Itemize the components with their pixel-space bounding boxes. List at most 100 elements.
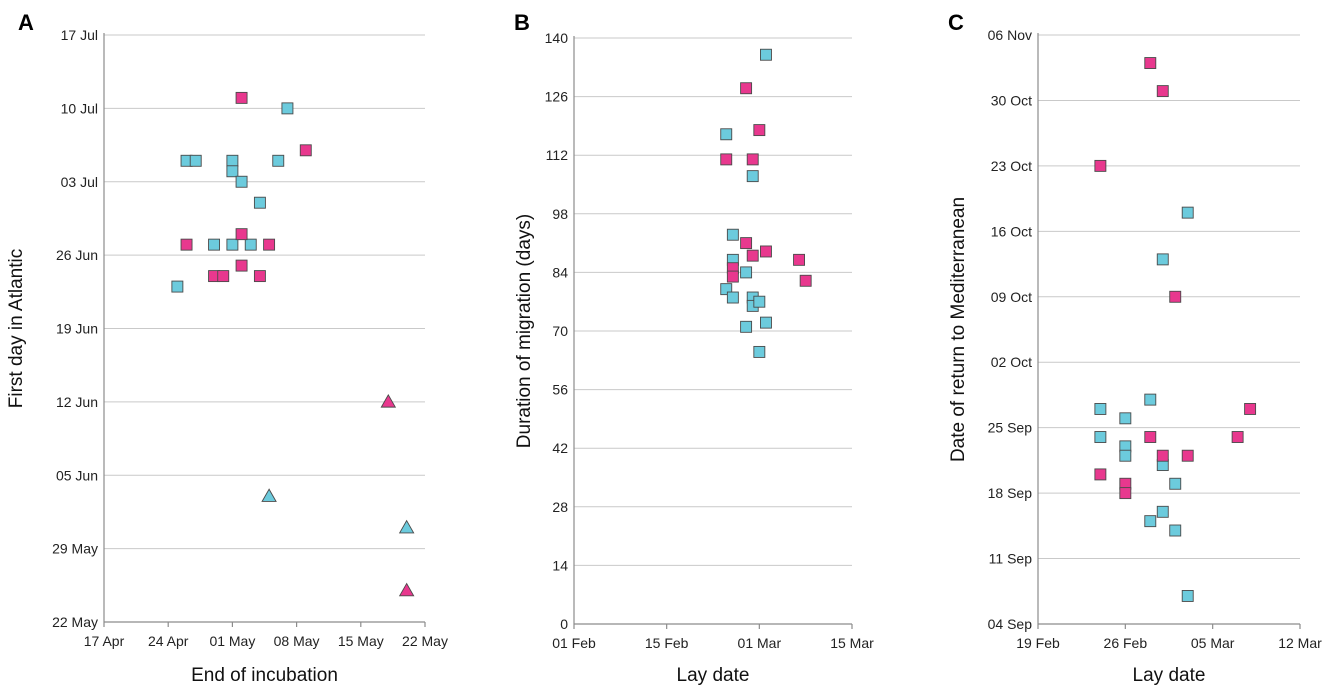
data-point-square-cyan [1156, 505, 1169, 518]
data-point-square-magenta [720, 153, 733, 166]
data-point-square-magenta [1144, 57, 1157, 69]
data-point-square-magenta [760, 245, 772, 258]
data-point-square-magenta [1094, 468, 1107, 481]
data-point-square-magenta [1181, 449, 1194, 462]
y-tick-label: 18 Sep [988, 485, 1033, 501]
y-tick-label: 28 [552, 499, 568, 515]
y-tick-label: 30 Oct [991, 92, 1032, 108]
x-tick-label: 15 Mar [830, 635, 874, 651]
y-tick-label: 05 Jun [56, 467, 98, 483]
panel-label: C [948, 10, 964, 35]
data-point-square-magenta [753, 124, 766, 137]
x-tick-label: 22 May [402, 633, 448, 649]
data-point-square-magenta [217, 270, 230, 283]
data-point-square-cyan [226, 165, 239, 178]
y-tick-label: 04 Sep [988, 616, 1033, 632]
x-tick-label: 15 May [338, 633, 384, 649]
data-point-square-magenta [746, 249, 759, 262]
panel-label: A [18, 10, 34, 35]
y-tick-label: 70 [552, 323, 568, 339]
data-point-square-cyan [1094, 403, 1107, 415]
x-axis-title: Lay date [1133, 665, 1206, 686]
y-tick-label: 29 May [52, 541, 98, 557]
x-tick-label: 01 May [209, 633, 255, 649]
data-point-square-magenta [263, 238, 276, 251]
y-tick-label: 23 Oct [991, 158, 1032, 174]
data-point-square-cyan [226, 238, 239, 251]
y-tick-label: 0 [560, 616, 568, 632]
x-axis-title: End of incubation [191, 665, 338, 686]
data-point-square-cyan [244, 238, 257, 251]
y-tick-label: 17 Jul [61, 27, 98, 43]
data-point-square-magenta [1244, 403, 1257, 415]
y-axis-title: First day in Atlantic [6, 249, 27, 408]
data-point-square-magenta [235, 228, 248, 241]
data-point-square-magenta [746, 153, 759, 166]
data-point-square-cyan [753, 345, 766, 358]
data-point-square-cyan [272, 154, 285, 167]
data-point-square-cyan [208, 238, 221, 251]
x-tick-label: 19 Feb [1016, 635, 1060, 651]
data-point-square-cyan [1144, 515, 1157, 528]
y-tick-label: 42 [552, 440, 568, 456]
x-tick-label: 24 Apr [148, 633, 189, 649]
data-point-square-cyan [720, 283, 733, 296]
data-point-square-cyan [1156, 253, 1169, 266]
data-point-triangle-cyan [261, 488, 277, 502]
y-tick-label: 09 Oct [991, 289, 1032, 305]
data-point-square-cyan [171, 280, 184, 293]
data-point-square-cyan [726, 228, 739, 241]
y-tick-label: 06 Nov [988, 27, 1032, 43]
y-tick-label: 22 May [52, 614, 98, 630]
data-point-square-magenta [793, 253, 805, 266]
data-point-square-cyan [1119, 449, 1132, 462]
data-point-square-cyan [253, 196, 266, 209]
y-tick-label: 14 [552, 557, 568, 573]
data-point-square-magenta [1231, 431, 1244, 443]
x-tick-label: 08 May [274, 633, 320, 649]
data-point-square-cyan [1181, 590, 1194, 602]
y-tick-label: 126 [545, 89, 569, 105]
data-point-square-cyan [760, 316, 772, 329]
data-point-square-magenta [253, 270, 266, 283]
data-point-square-magenta [235, 91, 248, 104]
x-tick-label: 15 Feb [645, 635, 689, 651]
data-point-square-magenta [180, 238, 193, 251]
data-point-square-magenta [1169, 290, 1182, 303]
x-tick-label: 26 Feb [1104, 635, 1148, 651]
data-point-square-cyan [1094, 431, 1107, 443]
data-point-triangle-cyan [398, 519, 415, 534]
data-point-square-magenta [799, 274, 812, 287]
data-point-square-cyan [1169, 477, 1182, 490]
data-point-square-cyan [1169, 524, 1182, 537]
data-point-square-magenta [1119, 487, 1132, 500]
y-tick-label: 02 Oct [991, 354, 1032, 370]
y-tick-label: 112 [546, 147, 569, 163]
data-point-square-cyan [1119, 412, 1132, 425]
data-point-square-cyan [1181, 206, 1194, 219]
data-point-square-cyan [281, 102, 294, 115]
data-point-triangle-magenta [398, 582, 415, 597]
data-point-square-cyan [740, 266, 753, 279]
y-tick-label: 98 [552, 206, 568, 222]
data-point-square-magenta [1144, 431, 1157, 443]
data-point-square-magenta [740, 237, 753, 250]
data-point-square-magenta [1156, 449, 1169, 462]
data-point-square-magenta [1156, 85, 1169, 98]
data-point-square-cyan [746, 170, 759, 183]
x-tick-label: 17 Apr [84, 633, 125, 649]
data-point-triangle-magenta [380, 393, 397, 408]
x-axis-title: Lay date [677, 665, 750, 686]
data-point-square-cyan [720, 128, 733, 141]
data-point-square-magenta [299, 144, 312, 157]
panel-label: B [514, 10, 530, 35]
y-axis-title: Date of return to Mediterranean [948, 197, 969, 462]
y-tick-label: 03 Jul [61, 174, 98, 190]
y-tick-label: 25 Sep [988, 420, 1033, 436]
y-tick-label: 56 [552, 382, 568, 398]
data-point-square-cyan [1144, 393, 1157, 406]
x-tick-label: 05 Mar [1191, 635, 1235, 651]
data-point-square-cyan [226, 154, 239, 167]
data-point-square-cyan [740, 320, 753, 333]
